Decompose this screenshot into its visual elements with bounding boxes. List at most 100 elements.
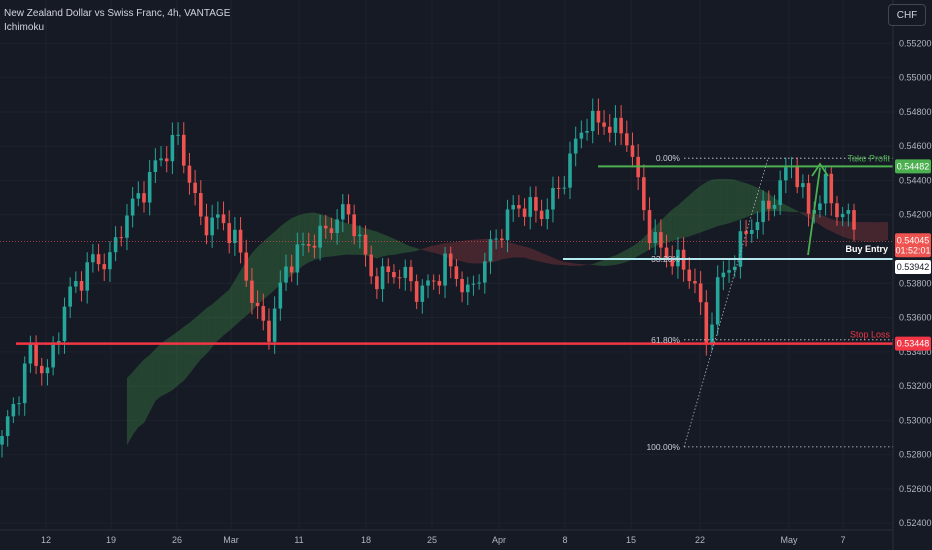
cloud-segment <box>825 216 832 232</box>
candle-body <box>142 193 146 203</box>
chart-grid <box>0 0 893 530</box>
candle-body <box>392 272 396 278</box>
cloud-segment <box>212 299 218 348</box>
chart-overlays: 0.00% 33.20% 61.80% 100.00% Take Profit Buy E… <box>0 153 893 452</box>
cloud-segment <box>189 318 196 374</box>
cloud-segment <box>433 244 440 255</box>
candle-body <box>579 132 584 139</box>
candle-body <box>227 223 231 244</box>
candle-body <box>562 187 567 189</box>
candle-body <box>818 203 822 210</box>
time-tick-label: 22 <box>695 535 705 545</box>
candle-body <box>721 272 726 278</box>
candle-body <box>483 261 487 283</box>
projection-arrow-line[interactable] <box>807 167 821 256</box>
candle-body <box>517 205 521 209</box>
candle-body <box>335 219 339 234</box>
currency-button[interactable]: CHF <box>888 4 926 26</box>
cloud-segment <box>689 190 695 237</box>
time-tick-label: 7 <box>840 535 845 545</box>
candle-body <box>295 244 300 273</box>
price-tick-label: 0.53200 <box>899 381 932 391</box>
indicator-label[interactable]: Ichimoku <box>4 22 45 33</box>
candle-body <box>732 266 737 271</box>
price-tick-label: 0.52800 <box>899 450 932 460</box>
candle-body <box>233 229 237 244</box>
cloud-segment <box>126 372 133 446</box>
cloud-segment <box>376 231 383 259</box>
candle-body <box>159 158 163 161</box>
cloud-segment <box>666 209 673 243</box>
candle-body <box>494 238 498 240</box>
cloud-segment <box>388 236 394 256</box>
price-tick-label: 0.55200 <box>899 38 932 48</box>
time-tick-label: 8 <box>562 535 567 545</box>
cloud-segment <box>751 185 758 216</box>
cloud-segment <box>791 207 798 213</box>
candle-body <box>443 253 447 286</box>
candle-body <box>170 134 175 162</box>
cloud-segment <box>842 221 849 239</box>
cloud-segment <box>422 246 428 252</box>
candle-body <box>767 200 771 209</box>
candle-body <box>727 270 731 273</box>
cloud-segment <box>746 183 752 218</box>
cloud-segment <box>541 252 548 264</box>
cloud-segment <box>552 257 559 265</box>
candle-body <box>130 198 135 216</box>
buy-entry-price-tag: 0.53942 <box>897 262 930 272</box>
candle-body <box>409 266 413 282</box>
cloud-segment <box>513 243 519 258</box>
candle-body <box>284 266 288 283</box>
candle-body <box>28 343 33 364</box>
candle-body <box>261 306 266 321</box>
candle-body <box>153 160 158 172</box>
candle-body <box>460 279 464 293</box>
candle-body <box>477 282 481 284</box>
candle-body <box>323 225 328 229</box>
ichimoku-cloud <box>126 178 889 446</box>
price-tick-label: 0.52600 <box>899 484 932 494</box>
candle-body <box>369 254 373 277</box>
candle-body <box>221 214 226 224</box>
cloud-segment <box>729 179 735 224</box>
cloud-segment <box>592 262 599 266</box>
time-tick-label: 19 <box>106 535 116 545</box>
candle-body <box>397 277 402 279</box>
time-tick-label: Mar <box>223 535 239 545</box>
candle-body <box>642 177 646 211</box>
candle-body <box>85 262 89 291</box>
cloud-segment <box>217 294 224 341</box>
cloud-segment <box>882 221 889 241</box>
candle-body <box>363 234 368 255</box>
cloud-segment <box>303 212 309 266</box>
candle-body <box>102 264 107 270</box>
candle-body <box>471 283 476 285</box>
candle-body <box>147 171 152 203</box>
cloud-segment <box>178 326 184 386</box>
cloud-segment <box>382 234 389 257</box>
candle-body <box>749 230 754 234</box>
cloud-segment <box>694 185 701 235</box>
candle-body <box>829 173 834 204</box>
candle-body <box>22 363 27 404</box>
candle-body <box>216 214 220 218</box>
cloud-segment <box>195 313 201 367</box>
candle-body <box>840 213 845 218</box>
candle-body <box>0 435 4 445</box>
cloud-segment <box>268 231 275 296</box>
cloud-segment <box>161 339 167 397</box>
current-price-tag-bg <box>895 233 931 258</box>
candle-body <box>454 266 459 280</box>
candle-body <box>522 208 527 217</box>
time-tick-label: 18 <box>361 535 371 545</box>
candle-body <box>426 280 430 286</box>
stop-loss-label: Stop Loss <box>850 330 891 340</box>
candle-body <box>590 110 595 132</box>
candle-body <box>602 122 606 127</box>
candle-body <box>386 266 391 273</box>
candle-body <box>659 232 663 248</box>
cloud-segment <box>149 349 156 412</box>
candle-body <box>534 197 538 211</box>
